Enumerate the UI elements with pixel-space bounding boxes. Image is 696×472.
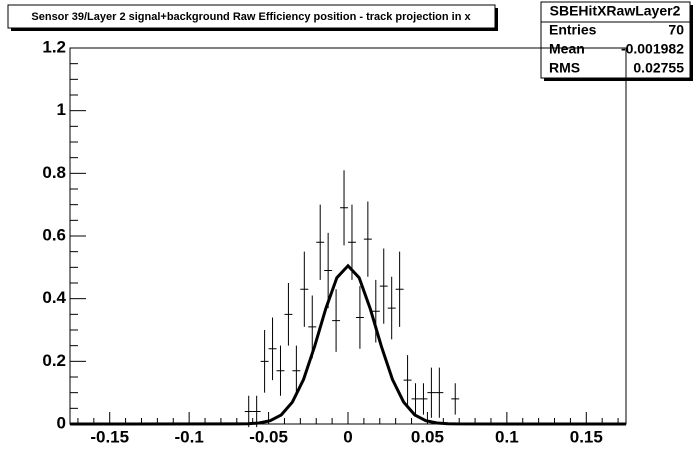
data-point [340,170,348,246]
stats-name: SBEHitXRawLayer2 [550,3,681,19]
x-tick-label: -0.05 [249,427,288,446]
data-point [419,383,428,415]
fit-curve [69,263,627,426]
data-point [332,289,341,352]
y-tick-label: 0.2 [42,351,66,370]
data-point [308,295,317,359]
x-tick-label: 0 [343,427,352,446]
data-point [435,367,444,418]
x-tick-label: -0.1 [174,427,203,446]
data-point [324,232,333,309]
data-point [316,204,325,280]
x-tick-label: -0.15 [90,427,129,446]
data-point [363,201,372,277]
stats-value: -0.001982 [621,41,684,57]
data-point [292,345,301,396]
stats-value: 70 [668,22,684,38]
data-point [348,204,356,280]
y-tick-label: 0.6 [42,225,66,244]
data-point [427,367,436,418]
x-tick-label: 0.05 [411,427,444,446]
stats-box [540,1,691,79]
data-point [300,251,309,327]
data-point [411,383,420,415]
data-point [379,248,388,324]
data-point [268,317,277,381]
data-point [260,330,269,393]
stats-value: 0.02755 [633,60,684,76]
stats-label: Entries [549,22,597,38]
data-point [451,383,460,415]
stats-label: Mean [549,41,585,57]
title-box [7,4,496,29]
y-tick-label: 0 [57,413,66,432]
data-point [387,276,396,340]
chart-title: Sensor 39/Layer 2 signal+background Raw … [31,11,471,23]
data-point [244,395,253,428]
data-point [276,345,285,396]
data-point [395,251,404,327]
data-point [355,286,364,349]
data-point [284,283,293,346]
stats-label: RMS [549,60,580,76]
x-tick-label: 0.15 [570,427,603,446]
y-tick-label: 0.4 [42,288,66,307]
data-point [403,355,412,406]
x-tick-label: 0.1 [495,427,519,446]
y-tick-label: 0.8 [42,163,66,182]
y-tick-label: 1.2 [42,37,66,56]
y-tick-label: 1 [57,100,66,119]
